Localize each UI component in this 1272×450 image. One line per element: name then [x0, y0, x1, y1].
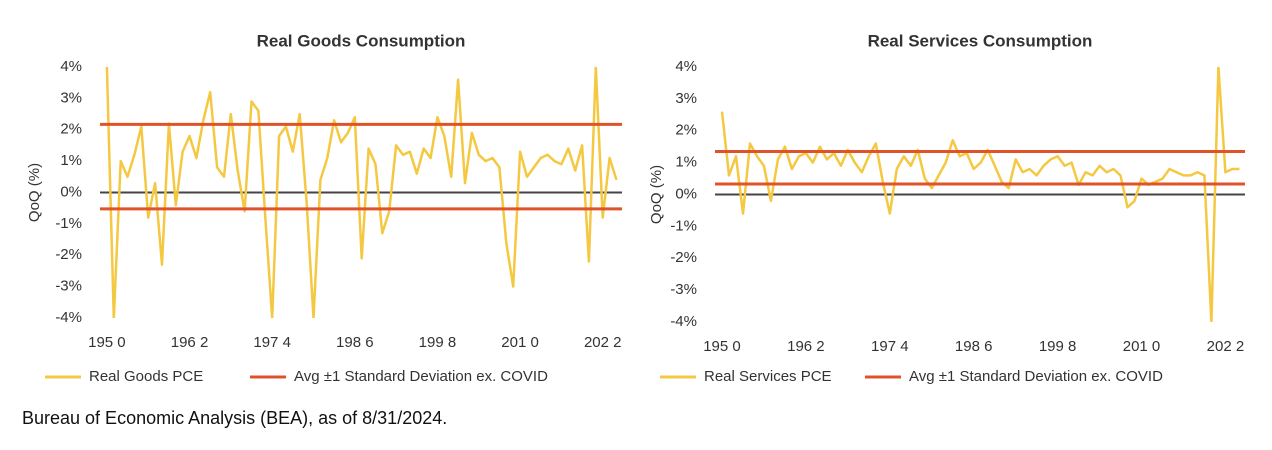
legend-label: Avg ±1 Standard Deviation ex. COVID: [294, 368, 548, 385]
x-tick-label: 202 2: [1207, 338, 1245, 355]
y-tick-label: -2%: [670, 249, 697, 266]
y-tick-label: 0%: [675, 185, 697, 202]
y-tick-label: -4%: [55, 309, 82, 326]
x-tick-label: 198 6: [336, 334, 374, 351]
y-axis-label: QoQ (%): [648, 165, 665, 224]
footnote: Bureau of Economic Analysis (BEA), as of…: [22, 408, 447, 428]
y-tick-label: 4%: [675, 58, 697, 75]
chart-title: Real Goods Consumption: [257, 31, 466, 50]
y-tick-label: 1%: [60, 152, 82, 169]
y-tick-label: -1%: [670, 217, 697, 234]
x-tick-label: 196 2: [171, 334, 209, 351]
x-tick-label: 197 4: [871, 338, 909, 355]
x-tick-label: 196 2: [787, 338, 825, 355]
x-tick-label: 199 8: [1039, 338, 1077, 355]
x-tick-label: 199 8: [419, 334, 457, 351]
x-tick-label: 195 0: [703, 338, 741, 355]
x-tick-label: 195 0: [88, 334, 126, 351]
plot: [715, 67, 1245, 322]
legend-label: Real Goods PCE: [89, 368, 203, 385]
y-tick-label: 4%: [60, 58, 82, 75]
legend-label: Real Services PCE: [704, 368, 832, 385]
x-tick-label: 201 0: [1123, 338, 1161, 355]
x-tick-label: 198 6: [955, 338, 993, 355]
chart-title: Real Services Consumption: [868, 31, 1093, 50]
y-tick-label: -1%: [55, 215, 82, 232]
y-tick-label: 3%: [675, 90, 697, 107]
y-axis-label: QoQ (%): [26, 163, 43, 222]
y-tick-label: 2%: [60, 121, 82, 138]
legend-label: Avg ±1 Standard Deviation ex. COVID: [909, 368, 1163, 385]
plot: [100, 67, 622, 318]
y-tick-label: 2%: [675, 122, 697, 139]
y-tick-label: -3%: [55, 278, 82, 295]
y-tick-label: -4%: [670, 313, 697, 330]
x-tick-label: 201 0: [501, 334, 539, 351]
x-tick-label: 202 2: [584, 334, 622, 351]
y-tick-label: -2%: [55, 246, 82, 263]
y-tick-label: 0%: [60, 183, 82, 200]
y-tick-label: -3%: [670, 281, 697, 298]
y-tick-label: 3%: [60, 89, 82, 106]
x-tick-label: 197 4: [253, 334, 291, 351]
y-tick-label: 1%: [675, 154, 697, 171]
series-line: [105, 67, 618, 318]
